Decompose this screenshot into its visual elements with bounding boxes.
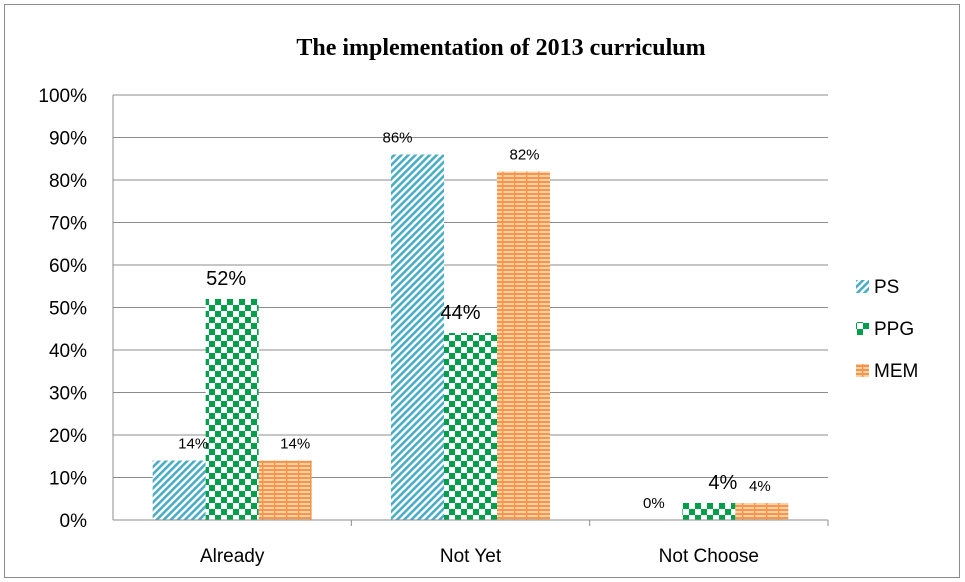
- y-tick-label: 60%: [49, 256, 87, 277]
- bar-ppg-not-choose: [682, 503, 736, 520]
- bar-ppg-already: [205, 299, 259, 520]
- bar-mem-not-choose: [735, 503, 789, 520]
- bar-ps-not-yet: [391, 154, 444, 520]
- bar-mem-already: [258, 460, 312, 520]
- legend-swatch-ps: [856, 280, 869, 293]
- data-label: 14%: [178, 436, 208, 453]
- data-label: 4%: [749, 478, 771, 495]
- bar-ppg-not-yet: [444, 333, 497, 520]
- chart-title: The implementation of 2013 curriculum: [296, 35, 705, 61]
- data-label: 0%: [643, 495, 665, 512]
- y-tick-label: 90%: [49, 129, 87, 150]
- y-tick-label: 50%: [49, 299, 87, 320]
- y-tick-label: 80%: [49, 171, 87, 192]
- data-label: 86%: [382, 130, 412, 147]
- x-category-label: Not Choose: [659, 546, 759, 567]
- legend-label-ppg: PPG: [874, 319, 914, 340]
- x-category-label: Already: [200, 546, 265, 567]
- chart-frame: The implementation of 2013 curriculum 14…: [4, 4, 960, 578]
- legend-swatch-mem: [856, 364, 869, 377]
- y-tick-label: 0%: [60, 511, 88, 532]
- y-tick-label: 100%: [38, 86, 87, 107]
- y-tick-label: 30%: [49, 384, 87, 405]
- data-label: 52%: [206, 268, 246, 290]
- legend-label-ps: PS: [874, 277, 899, 298]
- x-category-label: Not Yet: [440, 546, 502, 567]
- bar-mem-not-yet: [497, 171, 550, 520]
- y-tick-label: 70%: [49, 214, 87, 235]
- y-tick-label: 20%: [49, 426, 87, 447]
- data-label: 44%: [440, 302, 480, 324]
- legend-swatch-ppg: [856, 322, 869, 335]
- data-label: 14%: [280, 436, 310, 453]
- legend-label-mem: MEM: [874, 361, 918, 382]
- y-tick-label: 10%: [49, 469, 87, 490]
- data-label: 82%: [509, 147, 539, 164]
- y-tick-label: 40%: [49, 341, 87, 362]
- data-label: 4%: [708, 472, 737, 494]
- bar-chart: The implementation of 2013 curriculum 14…: [38, 35, 918, 567]
- bar-ps-already: [152, 460, 206, 520]
